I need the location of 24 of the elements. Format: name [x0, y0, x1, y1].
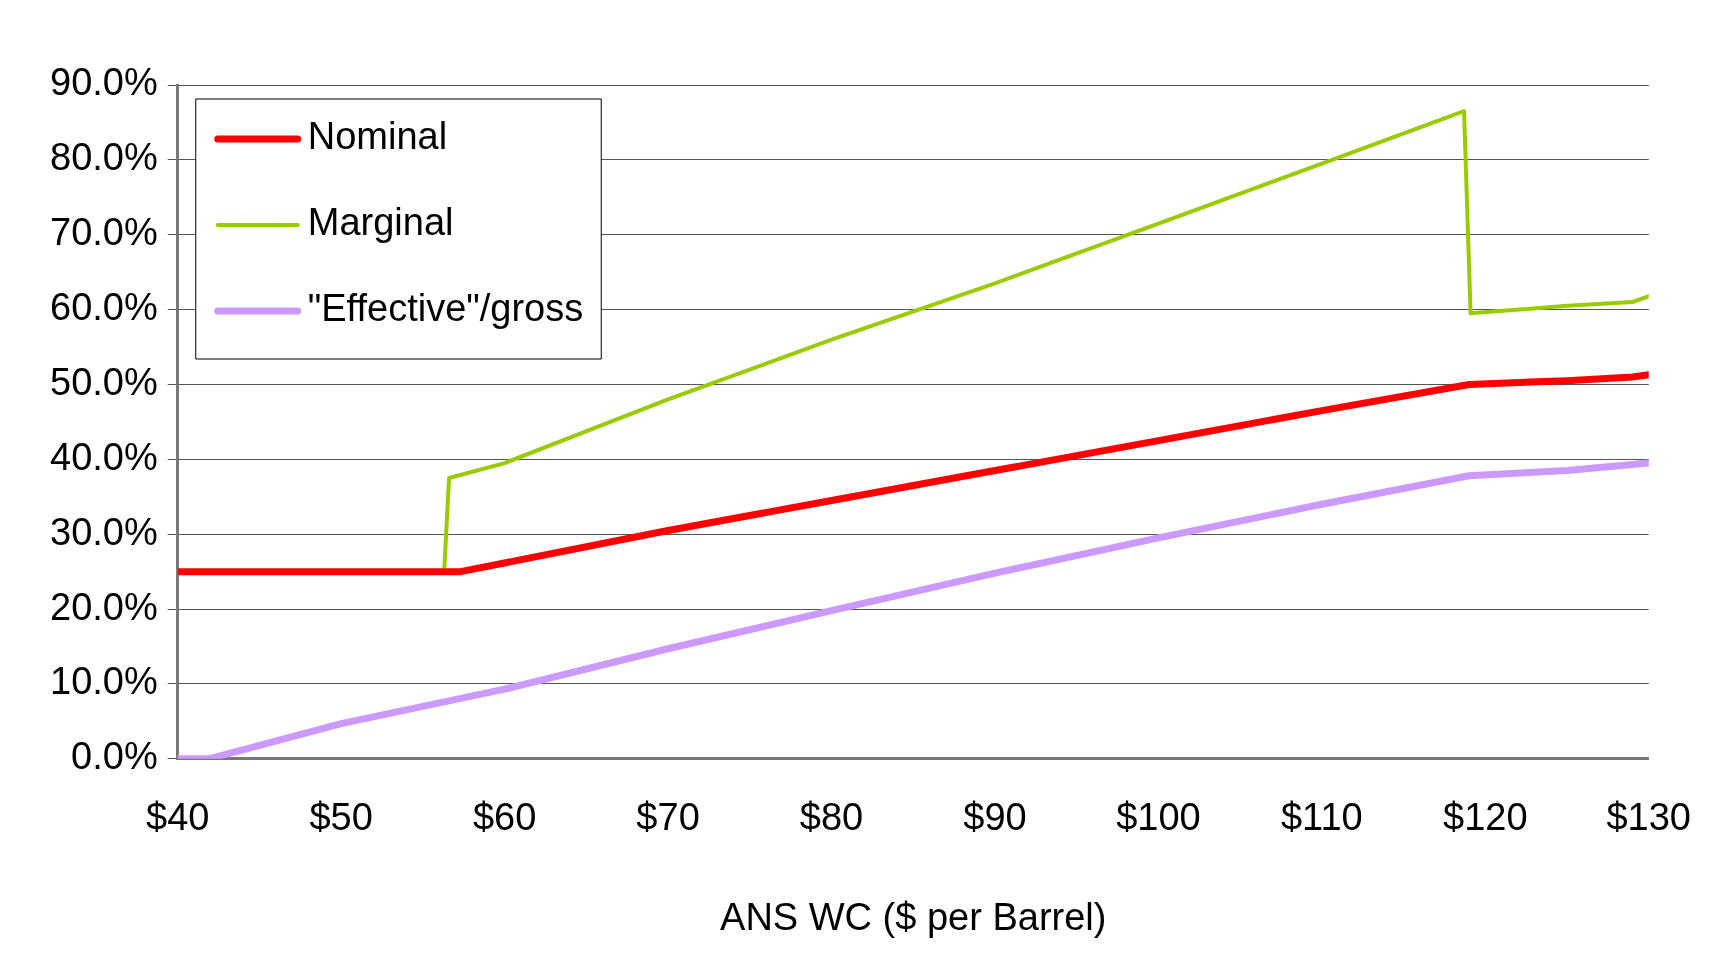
y-tick-label: 60.0% [50, 286, 158, 329]
x-tick-label: $60 [472, 796, 537, 839]
x-axis-title: ANS WC ($ per Barrel) [720, 895, 1107, 938]
legend-label: "Effective"/gross [307, 287, 584, 330]
x-tick-label: $130 [1606, 796, 1692, 839]
y-tick-label: 70.0% [50, 211, 158, 254]
x-tick-label: $70 [636, 796, 700, 839]
x-tick-label: $100 [1116, 796, 1201, 839]
legend-label: Nominal [307, 115, 448, 158]
x-tick-label: $90 [963, 796, 1027, 839]
y-tick-label: 0.0% [71, 735, 158, 778]
y-tick-label: 50.0% [50, 360, 158, 403]
x-tick-label: $80 [799, 796, 864, 839]
y-tick-label: 10.0% [50, 660, 158, 703]
y-tick-label: 30.0% [50, 510, 158, 553]
x-tick-label: $120 [1443, 796, 1528, 839]
legend-label: Marginal [307, 201, 454, 244]
y-tick-label: 40.0% [50, 435, 158, 478]
y-tick-label: 90.0% [50, 61, 158, 104]
x-tick-label: $40 [146, 796, 210, 839]
x-tick-label: $50 [309, 796, 373, 839]
y-tick-label: 20.0% [50, 585, 158, 628]
x-tick-label: $110 [1280, 796, 1363, 839]
y-tick-label: 80.0% [50, 136, 158, 179]
